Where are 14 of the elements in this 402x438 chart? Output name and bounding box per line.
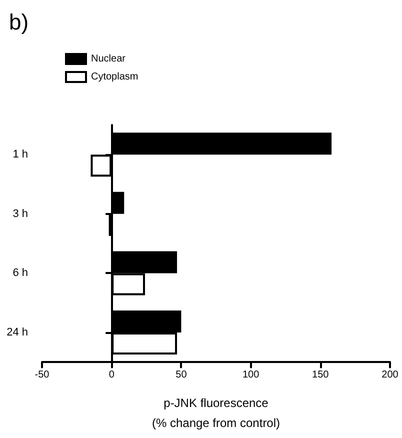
x-tick-label: 100: [242, 370, 260, 381]
x-tick-label: 150: [312, 370, 330, 381]
chart-title: b): [9, 10, 29, 34]
x-tick-label: 200: [382, 370, 399, 381]
legend-label: Cytoplasm: [91, 72, 138, 82]
x-tick-label: 50: [176, 370, 188, 381]
x-axis-title: p-JNK fluorescence (% change from control): [152, 396, 280, 430]
y-tick-label: 24 h: [6, 326, 28, 338]
y-tick-label: 1 h: [12, 148, 28, 161]
x-tick-label: -50: [34, 370, 50, 381]
x-tick-label: 0: [108, 370, 115, 381]
legend-label: Nuclear: [91, 54, 126, 64]
y-tick-label: 3 h: [12, 208, 28, 220]
y-tick-label: 6 h: [12, 267, 28, 280]
